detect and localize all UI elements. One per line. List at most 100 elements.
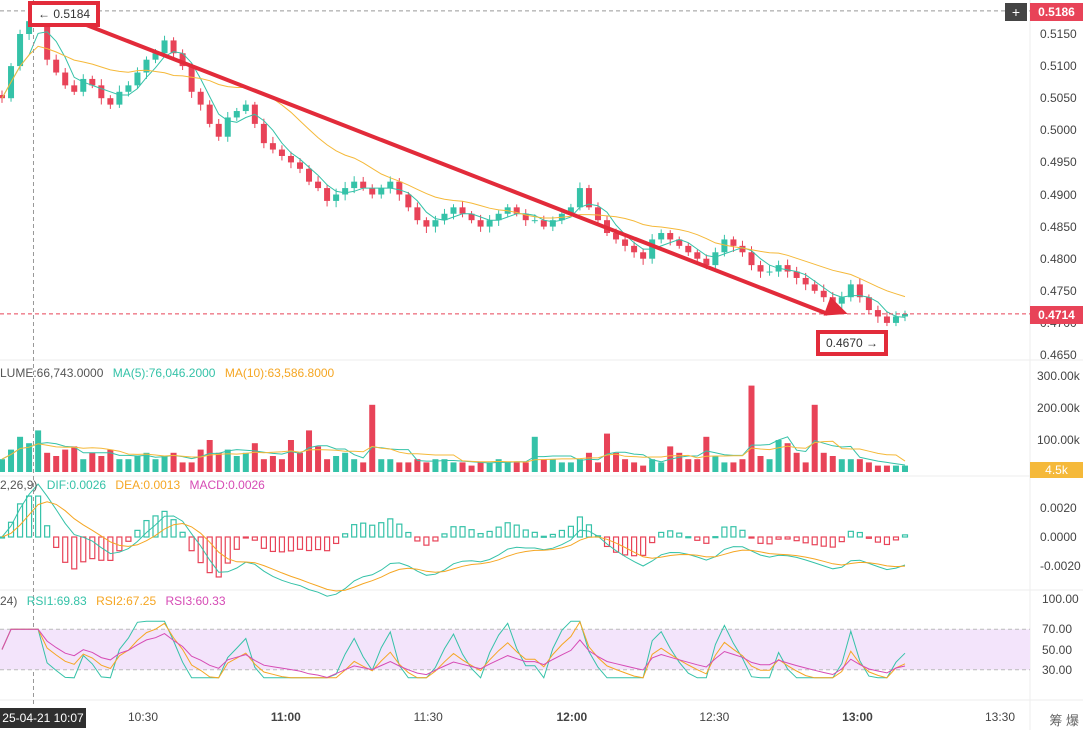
- volume-bar: [450, 462, 457, 472]
- macd-histogram-bar: [125, 536, 132, 542]
- macd-histogram-bar: [197, 536, 204, 564]
- volume-bar: [143, 452, 150, 472]
- volume-bar: [685, 459, 692, 472]
- macd-legend-dea: DEA:0.0013: [115, 478, 181, 492]
- macd-histogram-bar: [107, 536, 114, 561]
- volume-bar: [62, 449, 69, 472]
- time-tick-label: 11:30: [413, 710, 443, 724]
- macd-histogram-bar: [278, 536, 286, 553]
- macd-histogram-bar: [25, 495, 33, 538]
- candle-body: [188, 66, 195, 92]
- rsi2-line: [1, 620, 906, 679]
- macd-histogram-bar: [477, 532, 484, 538]
- candle-body: [540, 220, 547, 227]
- price-tick-label: 0.4900: [1040, 187, 1077, 202]
- macd-histogram-bar: [387, 518, 394, 538]
- macd-histogram-bar: [549, 533, 556, 538]
- volume-bar: [360, 462, 367, 472]
- volume-bar: [459, 462, 466, 472]
- candle-body: [143, 59, 150, 73]
- volume-bar: [35, 430, 42, 472]
- volume-bar: [306, 430, 313, 472]
- volume-bar: [387, 459, 394, 472]
- rsi-tick-label: 50.00: [1042, 642, 1073, 657]
- volume-bar: [585, 452, 592, 472]
- volume-bar: [197, 449, 204, 472]
- volume-bar: [486, 462, 493, 472]
- macd-histogram-bar: [495, 526, 502, 538]
- candle-body: [432, 220, 439, 227]
- macd-histogram-bar: [838, 536, 845, 543]
- cursor-time-label: 25-04-21 10:07: [0, 708, 86, 728]
- macd-histogram-bar: [712, 536, 719, 539]
- volume-bar: [676, 452, 683, 472]
- volume-bar: [468, 465, 475, 472]
- candle-body: [242, 104, 249, 112]
- volume-bar: [865, 462, 872, 472]
- macd-histogram-bar: [757, 536, 764, 544]
- volume-bar: [116, 459, 123, 472]
- volume-bar: [278, 459, 285, 472]
- candle-body: [793, 271, 800, 278]
- candle-body: [306, 168, 313, 182]
- rsi-tick-label: 70.00: [1042, 622, 1073, 637]
- macd-legend-dif: DIF:0.0026: [46, 478, 107, 492]
- volume-bar: [622, 459, 629, 472]
- candle-body: [369, 188, 376, 195]
- rsi-tick-label: 30.00: [1042, 662, 1073, 677]
- volume-bar: [333, 456, 340, 472]
- low-price-tag: 0.4670 →: [816, 330, 889, 356]
- candle-body: [739, 245, 746, 253]
- macd-legend-macd: MACD:0.0026: [189, 478, 265, 492]
- volume-legend: LUME:66,743.0000 MA(5):76,046.2000 MA(10…: [0, 366, 340, 380]
- macd-histogram-bar: [775, 536, 782, 540]
- volume-bar: [739, 459, 746, 472]
- candle-body: [333, 194, 340, 201]
- candle-body: [170, 40, 177, 54]
- macd-tick-label: 0.0000: [1040, 530, 1077, 544]
- candle-body: [667, 233, 674, 240]
- macd-histogram-bar: [901, 534, 909, 538]
- candle-body: [838, 297, 845, 304]
- volume-bar: [260, 459, 267, 472]
- volume-bar: [251, 443, 258, 472]
- volume-bar: [206, 440, 213, 472]
- candle-body: [847, 284, 854, 298]
- crosshair-plus-button[interactable]: +: [1005, 3, 1027, 21]
- rsi-legend-rsi3: RSI3:60.33: [165, 594, 226, 608]
- macd-histogram-bar: [16, 503, 24, 538]
- candle-body: [134, 72, 141, 86]
- candle-body: [567, 207, 574, 214]
- volume-bar: [495, 459, 502, 472]
- candle-body: [405, 194, 412, 208]
- rsi3-line: [1, 628, 906, 679]
- macd-histogram-bar: [44, 525, 51, 538]
- rsi-legend-rsi1: RSI1:69.83: [26, 594, 87, 608]
- volume-bar: [477, 462, 484, 472]
- corner-text: 筹 爆: [1049, 713, 1079, 728]
- volume-bar: [134, 456, 141, 472]
- macd-histogram-bar: [829, 536, 836, 548]
- macd-histogram-bar: [296, 536, 304, 550]
- candle-body: [576, 188, 583, 208]
- macd-histogram-bar: [224, 536, 231, 564]
- candle-body: [125, 85, 132, 92]
- volume-bar: [432, 459, 439, 472]
- candle-body: [468, 213, 475, 221]
- candle-body: [856, 284, 863, 298]
- macd-histogram-bar: [667, 530, 674, 538]
- volume-bar: [540, 459, 547, 472]
- macd-histogram-bar: [432, 536, 439, 542]
- candle-body: [324, 188, 331, 201]
- volume-bar: [44, 452, 51, 472]
- macd-histogram-bar: [53, 536, 60, 549]
- candle-body: [278, 149, 285, 156]
- volume-bar: [604, 433, 611, 472]
- volume-ma10-line: [1, 440, 906, 463]
- macd-histogram-bar: [694, 536, 701, 541]
- volume-bar: [784, 443, 791, 472]
- current-price-box: 0.4714: [1030, 306, 1083, 324]
- macd-histogram-bar: [504, 522, 511, 538]
- volume-bar: [811, 404, 818, 472]
